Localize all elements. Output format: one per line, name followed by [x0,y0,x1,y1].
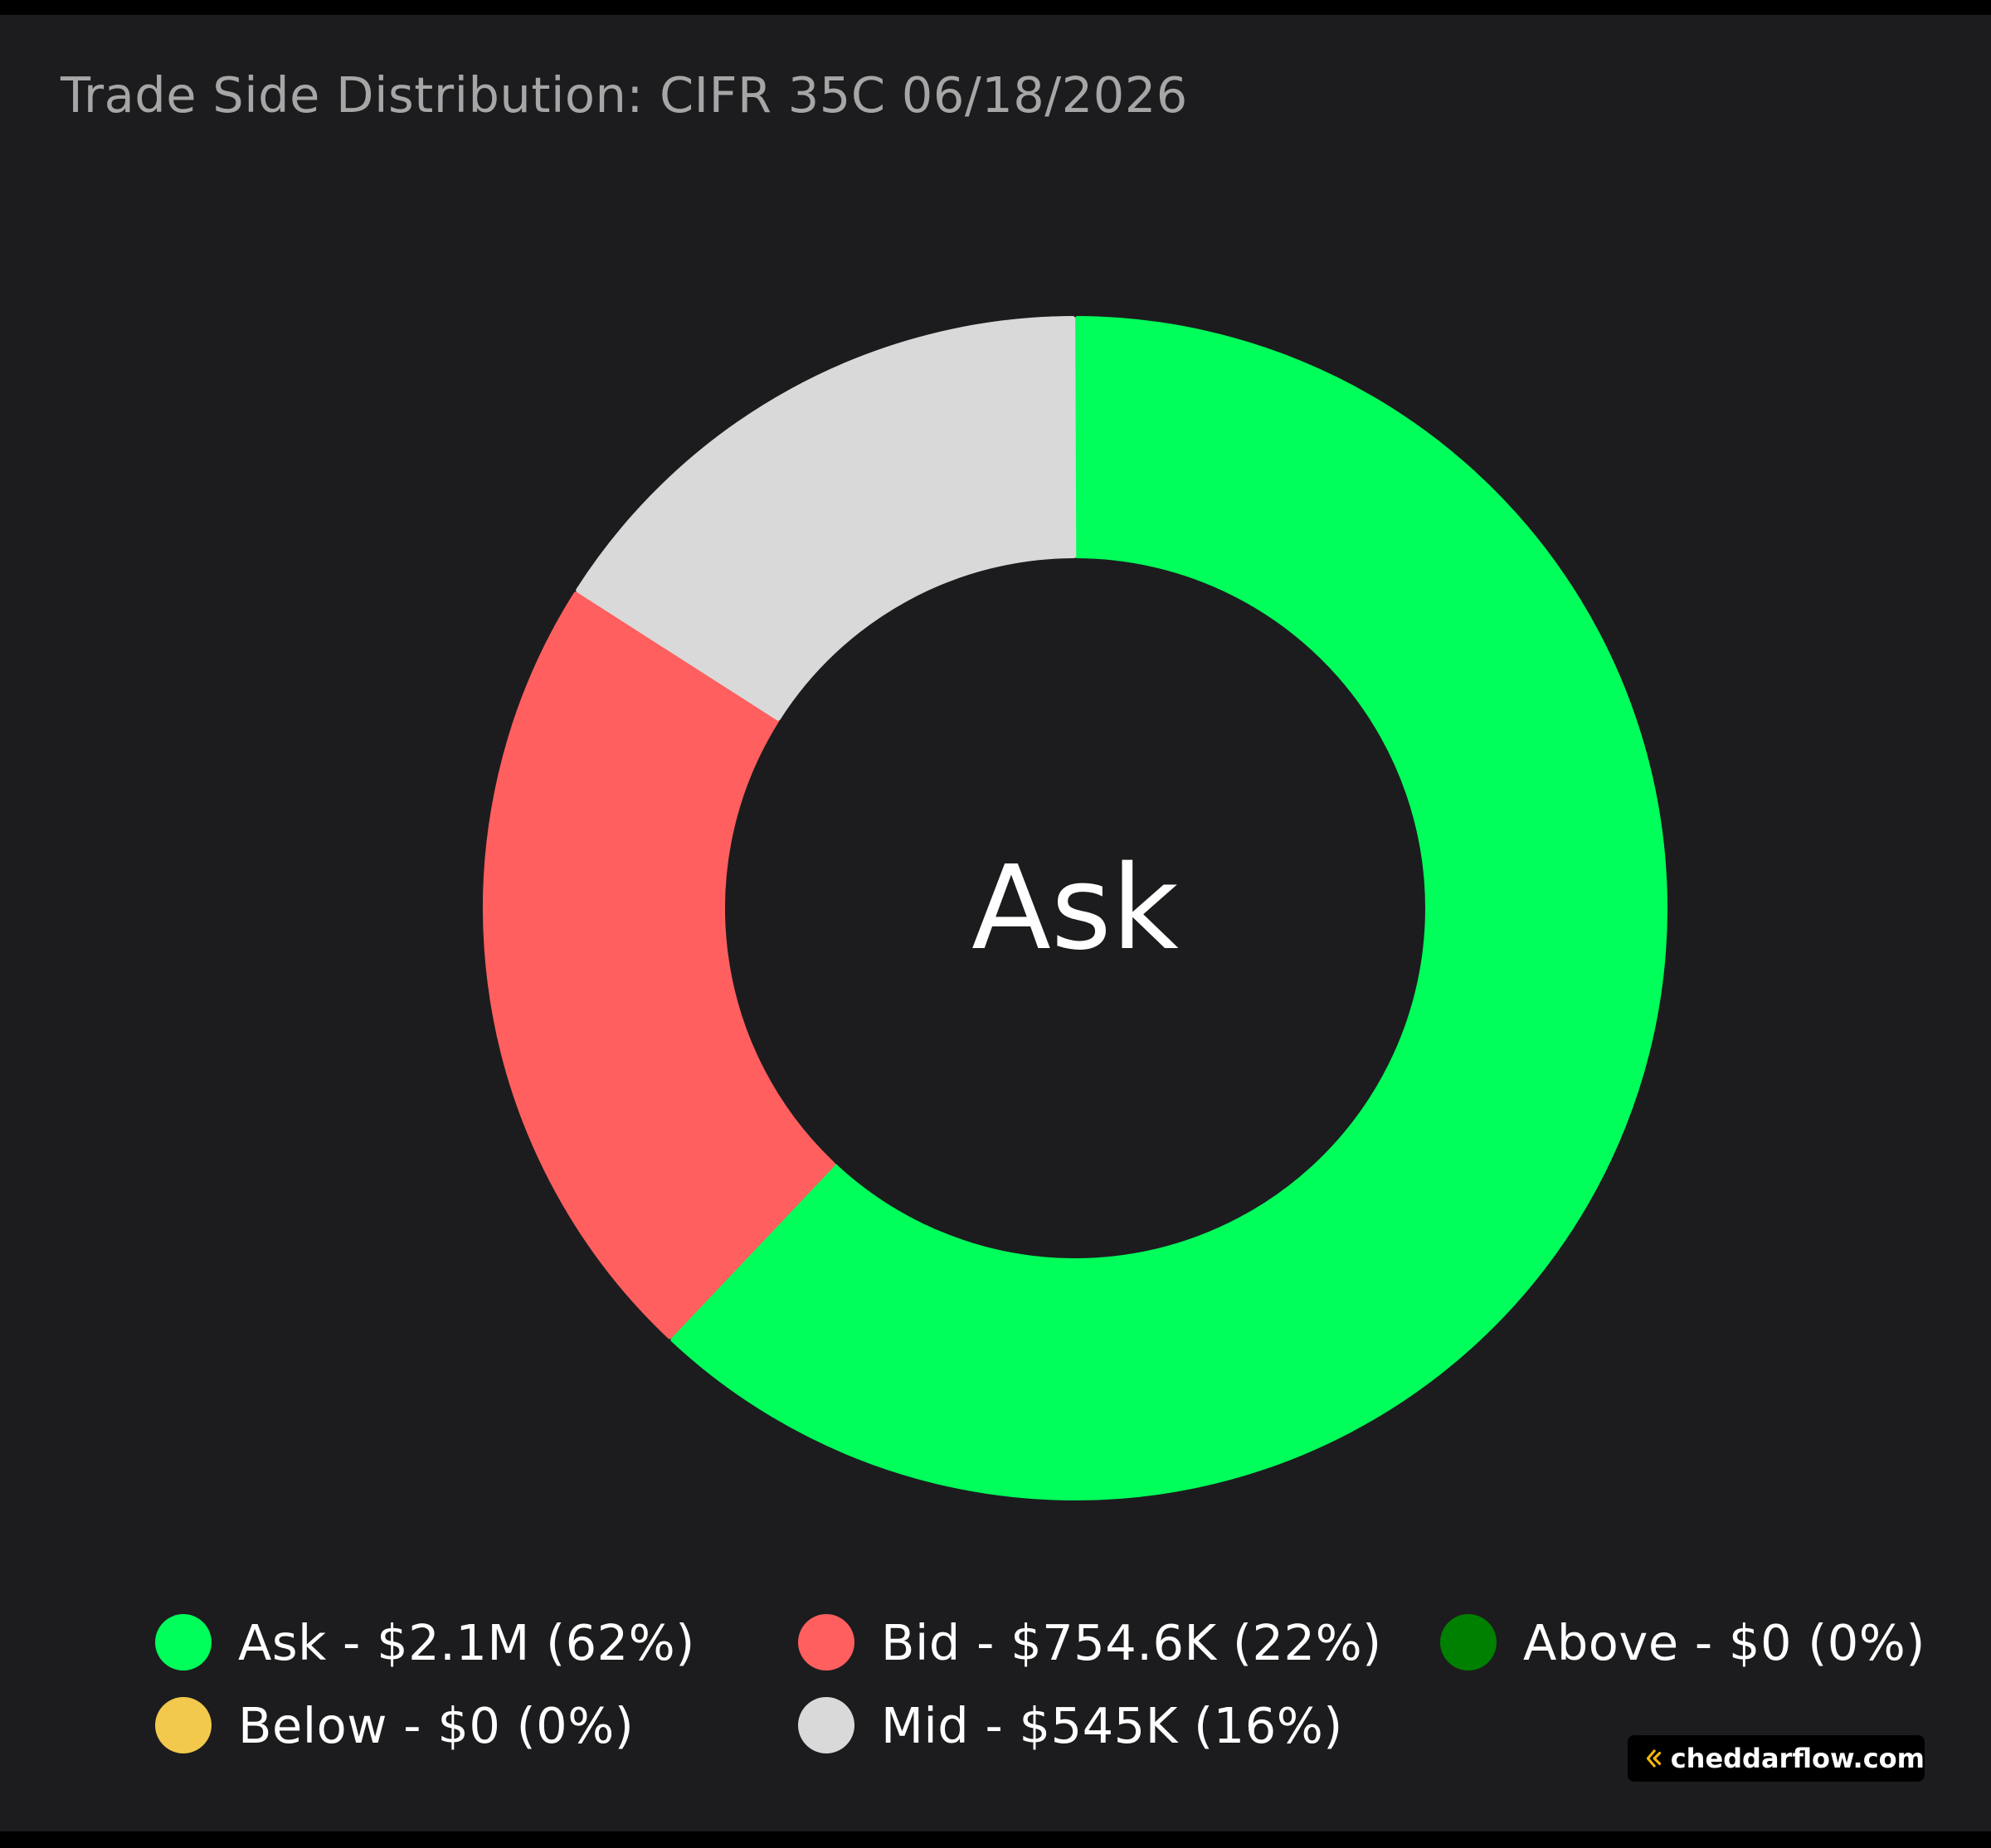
legend-dot-mid [798,1697,854,1753]
legend-label-below: Below - $0 (0%) [238,1696,635,1754]
donut-slice-bid[interactable] [482,591,835,1340]
legend-dot-below [155,1697,212,1753]
donut-slice-ask[interactable] [670,316,1667,1500]
chart-legend: Ask - $2.1M (62%) Bid - $754.6K (22%) Ab… [0,15,1991,1831]
legend-label-mid: Mid - $545K (16%) [881,1696,1343,1754]
legend-item-bid[interactable]: Bid - $754.6K (22%) [798,1609,1382,1675]
legend-dot-above [1440,1614,1497,1670]
legend-label-bid: Bid - $754.6K (22%) [881,1613,1382,1671]
chart-title: Trade Side Distribution: CIFR 35C 06/18/… [61,66,1188,124]
donut-slice-mid[interactable] [576,316,1077,721]
legend-label-ask: Ask - $2.1M (62%) [238,1613,695,1671]
legend-dot-bid [798,1614,854,1670]
legend-item-below[interactable]: Below - $0 (0%) [155,1692,634,1758]
donut-chart: Ask [482,316,1667,1500]
legend-label-above: Above - $0 (0%) [1523,1613,1925,1671]
donut-center-label: Ask [971,841,1179,976]
chart-card: Trade Side Distribution: CIFR 35C 06/18/… [0,15,1991,1831]
legend-item-mid[interactable]: Mid - $545K (16%) [798,1692,1343,1758]
watermark-text: cheddarflow.com [1670,1743,1925,1774]
cheddarflow-watermark: cheddarflow.com [1628,1735,1925,1782]
legend-item-ask[interactable]: Ask - $2.1M (62%) [155,1609,695,1675]
legend-item-above[interactable]: Above - $0 (0%) [1440,1609,1925,1675]
legend-dot-ask [155,1614,212,1670]
cheddarflow-logo-icon [1646,1749,1662,1768]
